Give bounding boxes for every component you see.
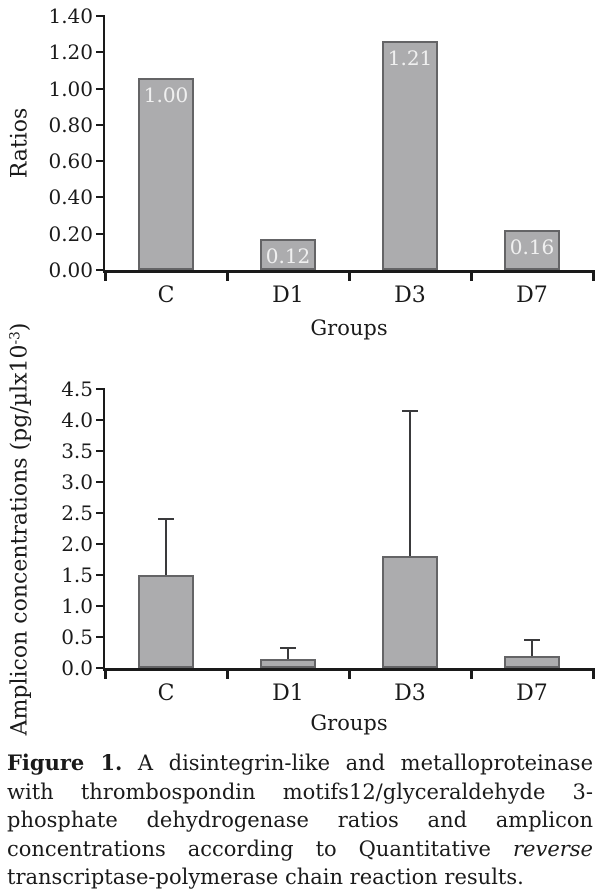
x-tick: [104, 668, 107, 679]
amplicon-y-axis-title-close: ): [7, 322, 33, 331]
y-tick: [96, 388, 105, 390]
ratios-y-axis-title: Ratios: [7, 107, 33, 179]
y-tick: [96, 543, 105, 545]
x-tick: [348, 270, 351, 281]
y-tick: [96, 450, 105, 452]
y-tick-label: 1.5: [61, 563, 93, 587]
category-label: D1: [272, 283, 304, 308]
bar: 1.21: [382, 41, 438, 270]
y-tick-label: 3.5: [61, 439, 93, 463]
bar: 1.00: [138, 77, 194, 270]
y-tick-label: 0.40: [48, 185, 93, 210]
plot-area-amplicon: 0.0 0.5 1.0 1.5 2.0 2.5 3.0 3.5 4.0 4.5 C D1 D3 D7: [61, 377, 595, 706]
figure-caption-text-after: transcriptase-polymerase chain reaction …: [7, 865, 524, 890]
bar: [504, 655, 560, 668]
y-tick: [96, 196, 105, 199]
bar: [260, 658, 316, 668]
x-tick: [226, 668, 229, 679]
amplicon-y-axis-title-main: Amplicon concentrations (pg/µlx10: [7, 344, 33, 735]
error-bar-stem: [165, 519, 167, 575]
x-tick: [348, 668, 351, 679]
y-tick: [96, 605, 105, 607]
error-bar-cap: [524, 639, 540, 642]
amplicon-y-axis-title: Amplicon concentrations (pg/µlx10-3): [7, 322, 33, 735]
error-bar-stem: [287, 648, 289, 659]
error-bar-stem: [409, 410, 411, 557]
amplicon-chart: Amplicon concentrations (pg/µlx10-3) 0.0…: [0, 322, 600, 749]
y-tick-label: 4.0: [61, 408, 93, 432]
y-tick-label: 0.0: [61, 656, 93, 680]
x-tick: [592, 270, 595, 281]
amplicon-x-axis-title: Groups: [310, 711, 388, 735]
y-tick: [96, 87, 105, 90]
bar: 0.16: [504, 230, 560, 270]
error-bar-cap: [158, 518, 174, 521]
y-tick-label: 2.0: [61, 532, 93, 556]
category-label: D7: [516, 681, 548, 706]
bar-value-label: 0.12: [265, 244, 311, 269]
category-label: D1: [272, 681, 304, 706]
ratios-x-axis-title: Groups: [310, 316, 388, 340]
bar-value-label: 1.21: [387, 46, 433, 71]
y-tick: [96, 512, 105, 514]
y-tick: [96, 160, 105, 163]
error-bar-cap: [402, 409, 418, 412]
category-label: D3: [394, 283, 426, 308]
y-tick-label: 2.5: [61, 501, 93, 525]
bar-value-label: 0.16: [509, 235, 555, 260]
y-tick-label: 4.5: [61, 377, 93, 401]
y-tick: [96, 481, 105, 483]
bar: [382, 556, 438, 668]
bar-value-label: 1.00: [143, 82, 189, 107]
ratios-y-axis-title-box: Ratios: [0, 16, 40, 270]
y-tick: [96, 419, 105, 421]
y-tick-label: 0.20: [48, 221, 93, 246]
x-tick: [592, 668, 595, 679]
error-bar-stem: [531, 640, 533, 656]
figure-caption-italic-word: reverse: [512, 836, 593, 861]
y-tick-label: 1.0: [61, 594, 93, 618]
y-tick: [96, 232, 105, 235]
y-tick-label: 0.60: [48, 149, 93, 174]
plot-area-ratios: 0.00 0.20 0.40 0.60 0.80 1.00 1.20 1.40 1.00 C 0.1…: [48, 4, 595, 308]
y-tick-label: 1.20: [48, 40, 93, 65]
figure-caption-label: Figure 1.: [7, 750, 123, 775]
error-bar-cap: [280, 647, 296, 650]
ratios-chart: Ratios 0.00 0.20 0.40 0.60 0.80 1.00 1.20 1.40 1…: [0, 0, 600, 345]
amplicon-y-axis-title-box: Amplicon concentrations (pg/µlx10-3): [0, 322, 40, 735]
y-tick-label: 0.00: [48, 258, 93, 282]
x-tick: [104, 270, 107, 281]
y-tick-label: 0.80: [48, 112, 93, 137]
y-tick: [96, 574, 105, 576]
y-tick: [96, 269, 105, 271]
amplicon-y-axis-title-exponent: -3: [7, 330, 23, 345]
category-label: D3: [394, 681, 426, 706]
figure-caption: Figure 1. A disintegrin-like and metallo…: [7, 749, 593, 891]
category-label: D7: [516, 283, 548, 308]
y-tick-label: 3.0: [61, 470, 93, 494]
figure-caption-text-before: A disintegrin-like and metalloproteinase…: [7, 751, 593, 861]
bar: [138, 575, 194, 668]
y-tick: [96, 15, 105, 17]
y-tick: [96, 667, 105, 669]
y-tick-label: 1.40: [48, 4, 93, 28]
y-tick-label: 0.5: [61, 625, 93, 649]
bar: 0.12: [260, 239, 316, 270]
x-tick: [470, 668, 473, 679]
y-tick-label: 1.00: [48, 76, 93, 101]
x-tick: [470, 270, 473, 281]
category-label: C: [157, 681, 175, 706]
x-tick: [226, 270, 229, 281]
y-tick: [96, 51, 105, 54]
category-label: C: [157, 283, 175, 308]
y-tick: [96, 123, 105, 126]
y-tick: [96, 636, 105, 638]
